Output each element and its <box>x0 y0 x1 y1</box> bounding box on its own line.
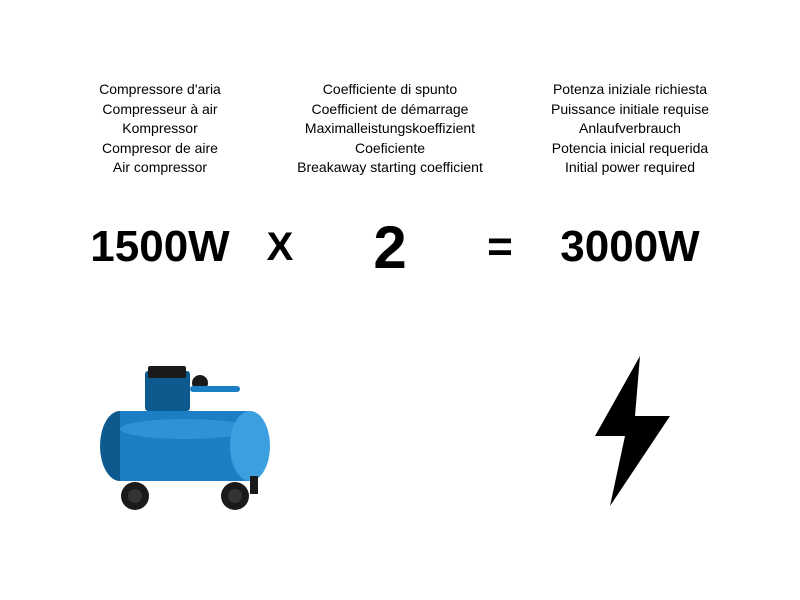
bolt-image <box>520 351 740 511</box>
label-text: Air compressor <box>113 158 207 178</box>
equation-value-2: 2 <box>300 213 480 282</box>
images-row <box>60 302 740 560</box>
label-text: Coefficiente di spunto <box>323 80 457 100</box>
infographic-container: Compressore d'aria Compresseur à air Kom… <box>0 0 800 600</box>
power-labels: Potenza iniziale richiesta Puissance ini… <box>520 80 740 178</box>
compressor-labels: Compressore d'aria Compresseur à air Kom… <box>60 80 260 178</box>
equation-equals: = <box>480 222 520 272</box>
label-text: Compressore d'aria <box>99 80 221 100</box>
label-text: Maximalleistungskoeffizient <box>305 119 475 139</box>
label-text: Compresseur à air <box>102 100 217 120</box>
label-text: Initial power required <box>565 158 695 178</box>
coefficient-labels: Coefficiente di spunto Coefficient de dé… <box>260 80 520 178</box>
equation-value-3: 3000W <box>520 222 740 272</box>
label-text: Coefficient de démarrage <box>312 100 469 120</box>
compressor-icon <box>90 351 290 511</box>
label-text: Puissance initiale requise <box>551 100 709 120</box>
label-text: Compresor de aire <box>102 139 218 159</box>
equation-multiply: X <box>260 225 300 270</box>
label-text: Anlaufverbrauch <box>579 119 681 139</box>
compressor-image <box>60 351 320 511</box>
label-text: Potencia inicial requerida <box>552 139 708 159</box>
equation-row: 1500W X 2 = 3000W <box>60 213 740 282</box>
label-text: Breakaway starting coefficient <box>297 158 483 178</box>
lightning-bolt-icon <box>570 351 690 511</box>
label-text: Kompressor <box>122 119 197 139</box>
label-text: Potenza iniziale richiesta <box>553 80 707 100</box>
label-text: Coeficiente <box>355 139 425 159</box>
labels-row: Compressore d'aria Compresseur à air Kom… <box>60 80 740 178</box>
equation-value-1: 1500W <box>60 222 260 272</box>
